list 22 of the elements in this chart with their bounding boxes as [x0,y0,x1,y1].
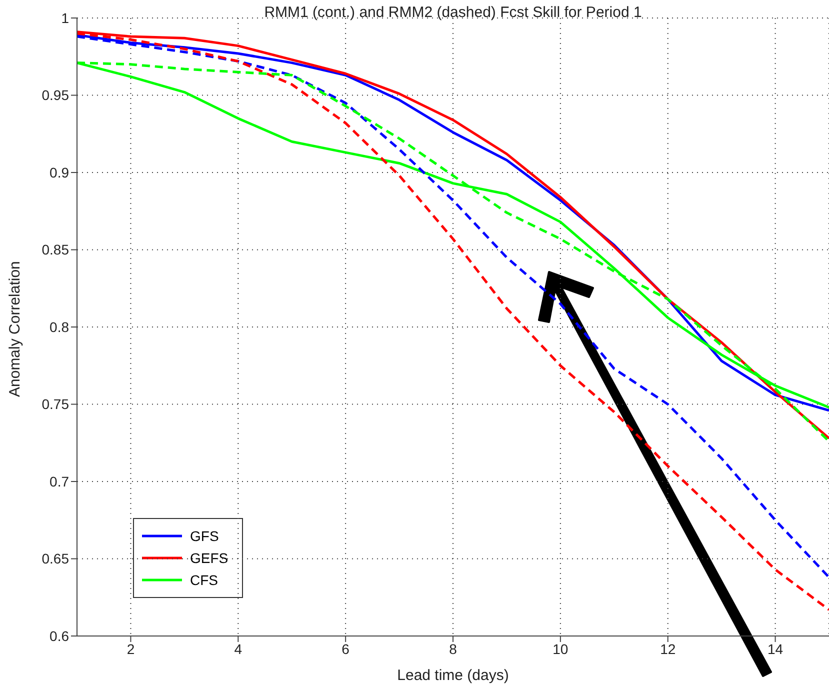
x-tick-label: 2 [126,640,135,657]
x-tick-label: 14 [767,640,784,657]
x-tick-label: 10 [552,640,568,657]
x-tick-label: 12 [660,640,676,657]
y-tick-label: 0.75 [42,396,70,412]
legend-label: CFS [190,572,218,588]
y-tick-label: 0.8 [50,318,70,335]
legend-label: GFS [190,528,219,544]
y-tick-label: 0.6 [50,628,70,644]
x-tick-label: 6 [342,640,350,657]
x-tick-label: 8 [449,640,458,657]
y-tick-label: 0.85 [42,242,70,258]
y-axis-title: Anomaly Correlation [6,261,24,397]
x-axis-title: Lead time (days) [397,667,509,684]
y-tick-label: 0.95 [42,87,70,104]
y-tick-label: 0.9 [50,164,70,180]
y-tick-label: 1 [61,10,70,26]
y-tick-label: 0.65 [42,550,70,567]
x-tick-label: 4 [234,640,242,657]
legend-label: GEFS [190,550,228,566]
chart-title: RMM1 (cont.) and RMM2 (dashed) Fcst Skill for Period 1 [263,4,643,21]
y-tick-label: 0.7 [50,473,70,490]
